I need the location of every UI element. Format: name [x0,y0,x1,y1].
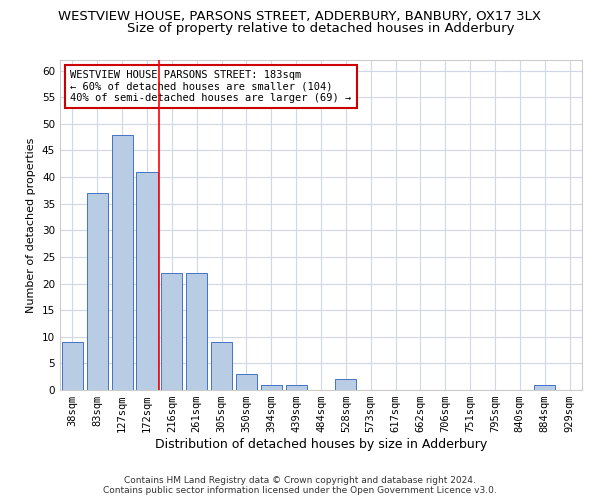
Bar [186,273,207,390]
Bar [534,384,555,390]
Bar [62,342,83,390]
Title: Size of property relative to detached houses in Adderbury: Size of property relative to detached ho… [127,22,515,35]
Text: WESTVIEW HOUSE, PARSONS STREET, ADDERBURY, BANBURY, OX17 3LX: WESTVIEW HOUSE, PARSONS STREET, ADDERBUR… [59,10,542,23]
Bar [335,380,356,390]
Bar [161,273,182,390]
X-axis label: Distribution of detached houses by size in Adderbury: Distribution of detached houses by size … [155,438,487,451]
Bar [211,342,232,390]
Bar [236,374,257,390]
Bar [136,172,158,390]
Bar [286,384,307,390]
Y-axis label: Number of detached properties: Number of detached properties [26,138,37,312]
Text: Contains HM Land Registry data © Crown copyright and database right 2024.
Contai: Contains HM Land Registry data © Crown c… [103,476,497,495]
Bar [87,193,108,390]
Bar [261,384,282,390]
Bar [112,134,133,390]
Text: WESTVIEW HOUSE PARSONS STREET: 183sqm
← 60% of detached houses are smaller (104): WESTVIEW HOUSE PARSONS STREET: 183sqm ← … [70,70,352,103]
